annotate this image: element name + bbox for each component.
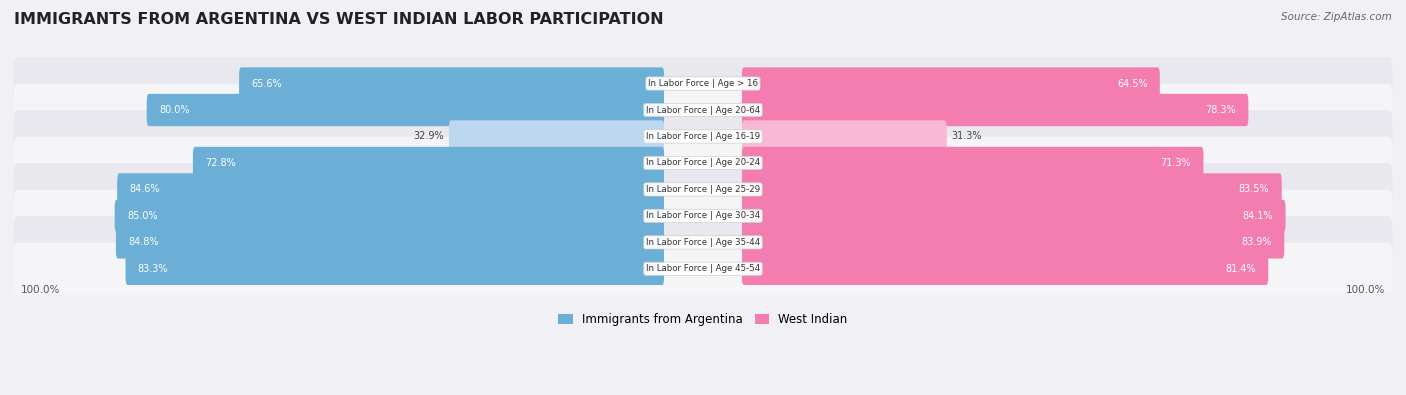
Text: 84.6%: 84.6% [129,184,160,194]
Text: 85.0%: 85.0% [127,211,157,221]
FancyBboxPatch shape [115,200,664,232]
Text: In Labor Force | Age 20-64: In Labor Force | Age 20-64 [645,105,761,115]
FancyBboxPatch shape [14,243,1392,295]
Text: 100.0%: 100.0% [1346,285,1385,295]
FancyBboxPatch shape [14,190,1392,242]
Text: 83.9%: 83.9% [1241,237,1272,247]
Text: 31.3%: 31.3% [952,132,983,141]
Text: 71.3%: 71.3% [1160,158,1191,168]
FancyBboxPatch shape [14,216,1392,269]
Text: 100.0%: 100.0% [21,285,60,295]
FancyBboxPatch shape [115,226,664,259]
FancyBboxPatch shape [14,137,1392,189]
FancyBboxPatch shape [14,84,1392,136]
Text: 83.3%: 83.3% [138,264,169,274]
Text: 65.6%: 65.6% [252,79,283,88]
FancyBboxPatch shape [742,94,1249,126]
FancyBboxPatch shape [742,226,1284,259]
FancyBboxPatch shape [125,253,664,285]
FancyBboxPatch shape [742,68,1160,100]
FancyBboxPatch shape [449,120,664,152]
Text: IMMIGRANTS FROM ARGENTINA VS WEST INDIAN LABOR PARTICIPATION: IMMIGRANTS FROM ARGENTINA VS WEST INDIAN… [14,12,664,27]
Text: In Labor Force | Age 20-24: In Labor Force | Age 20-24 [645,158,761,167]
Text: 83.5%: 83.5% [1239,184,1270,194]
FancyBboxPatch shape [239,68,664,100]
FancyBboxPatch shape [742,200,1285,232]
FancyBboxPatch shape [146,94,664,126]
Text: 80.0%: 80.0% [159,105,190,115]
FancyBboxPatch shape [14,57,1392,110]
FancyBboxPatch shape [14,163,1392,216]
Text: 81.4%: 81.4% [1226,264,1256,274]
Text: 64.5%: 64.5% [1116,79,1147,88]
Text: In Labor Force | Age 45-54: In Labor Force | Age 45-54 [645,264,761,273]
Text: 72.8%: 72.8% [205,158,236,168]
FancyBboxPatch shape [742,253,1268,285]
FancyBboxPatch shape [117,173,664,205]
Text: In Labor Force | Age 25-29: In Labor Force | Age 25-29 [645,185,761,194]
Text: 84.1%: 84.1% [1243,211,1274,221]
Text: In Labor Force | Age > 16: In Labor Force | Age > 16 [648,79,758,88]
FancyBboxPatch shape [193,147,664,179]
Legend: Immigrants from Argentina, West Indian: Immigrants from Argentina, West Indian [554,308,852,330]
FancyBboxPatch shape [14,110,1392,163]
Text: 32.9%: 32.9% [413,132,444,141]
FancyBboxPatch shape [742,120,946,152]
Text: 78.3%: 78.3% [1205,105,1236,115]
FancyBboxPatch shape [742,147,1204,179]
Text: In Labor Force | Age 30-34: In Labor Force | Age 30-34 [645,211,761,220]
Text: Source: ZipAtlas.com: Source: ZipAtlas.com [1281,12,1392,22]
Text: In Labor Force | Age 16-19: In Labor Force | Age 16-19 [645,132,761,141]
Text: In Labor Force | Age 35-44: In Labor Force | Age 35-44 [645,238,761,247]
FancyBboxPatch shape [742,173,1282,205]
Text: 84.8%: 84.8% [128,237,159,247]
